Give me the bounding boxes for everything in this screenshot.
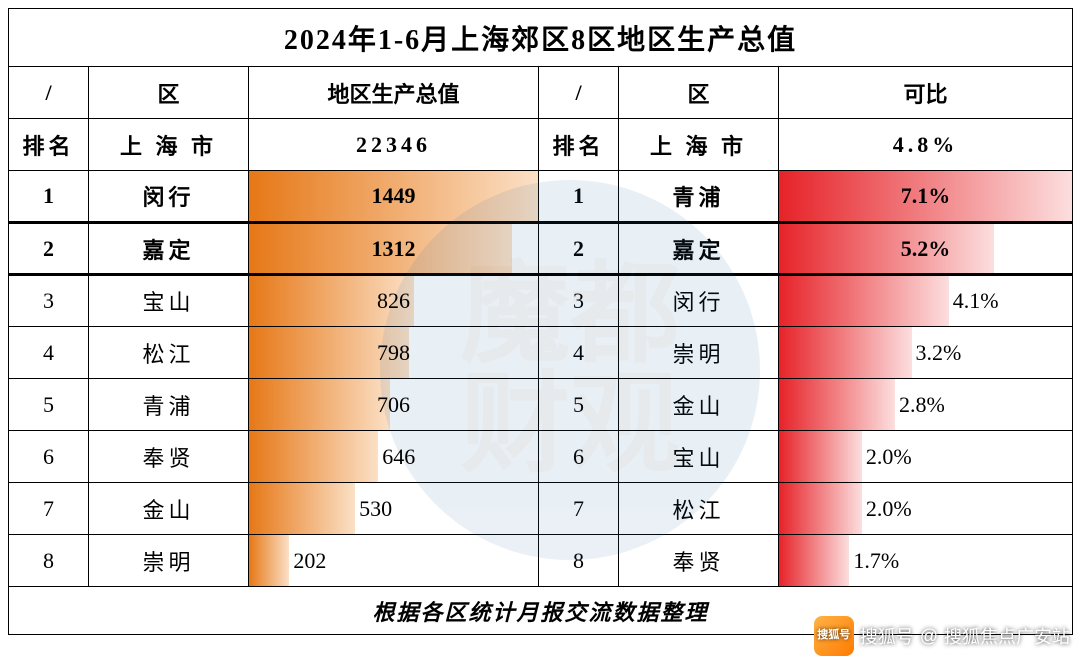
district-cell: 青浦 xyxy=(619,171,779,223)
rank-cell: 8 xyxy=(9,535,89,587)
bar-cell: 4.1% xyxy=(779,275,1073,327)
table-title: 2024年1-6月上海郊区8区地区生产总值 xyxy=(9,9,1073,67)
district-cell: 宝山 xyxy=(89,275,249,327)
source-credit: 搜狐号 搜狐号 @ 搜狐焦点广安站 xyxy=(814,616,1070,656)
subhdr-rank-2: 排名 xyxy=(539,119,619,171)
district-cell: 青浦 xyxy=(89,379,249,431)
bar-cell: 1449 xyxy=(249,171,539,223)
bar-cell: 530 xyxy=(249,483,539,535)
rank-cell: 4 xyxy=(539,327,619,379)
bar-value: 826 xyxy=(249,288,538,314)
district-cell: 松江 xyxy=(619,483,779,535)
hdr-district-2: 区 xyxy=(619,67,779,119)
hdr-district-1: 区 xyxy=(89,67,249,119)
hdr-slash-2: / xyxy=(539,67,619,119)
gdp-table: 2024年1-6月上海郊区8区地区生产总值 / 区 地区生产总值 / 区 可比 … xyxy=(8,8,1073,635)
bar-value: 202 xyxy=(293,548,326,574)
subhdr-city-2: 上 海 市 xyxy=(619,119,779,171)
rank-cell: 7 xyxy=(9,483,89,535)
bar-value: 5.2% xyxy=(779,236,1072,262)
bar-value: 2.0% xyxy=(866,496,912,522)
rank-cell: 7 xyxy=(539,483,619,535)
district-cell: 崇明 xyxy=(89,535,249,587)
bar-cell: 3.2% xyxy=(779,327,1073,379)
bar-cell: 2.0% xyxy=(779,431,1073,483)
district-cell: 宝山 xyxy=(619,431,779,483)
district-cell: 金山 xyxy=(89,483,249,535)
bar-cell: 2.0% xyxy=(779,483,1073,535)
bar-cell: 798 xyxy=(249,327,539,379)
district-cell: 奉贤 xyxy=(89,431,249,483)
bar-cell: 826 xyxy=(249,275,539,327)
bar-value: 1312 xyxy=(249,236,538,262)
rank-cell: 5 xyxy=(539,379,619,431)
credit-account: 搜狐焦点广安站 xyxy=(944,623,1070,649)
rank-cell: 4 xyxy=(9,327,89,379)
bar-cell: 646 xyxy=(249,431,539,483)
district-cell: 闵行 xyxy=(89,171,249,223)
bar-value: 530 xyxy=(359,496,392,522)
district-cell: 崇明 xyxy=(619,327,779,379)
bar-value: 3.2% xyxy=(916,340,962,366)
bar-cell: 706 xyxy=(249,379,539,431)
bar-cell: 7.1% xyxy=(779,171,1073,223)
hdr-slash-1: / xyxy=(9,67,89,119)
hdr-gdp: 地区生产总值 xyxy=(249,67,539,119)
subhdr-city-comp: 4.8% xyxy=(779,119,1073,171)
bar-cell: 202 xyxy=(249,535,539,587)
bar-cell: 1.7% xyxy=(779,535,1073,587)
credit-brand: 搜狐号 xyxy=(860,623,914,649)
rank-cell: 8 xyxy=(539,535,619,587)
bar-value: 2.8% xyxy=(899,392,945,418)
bar-value: 7.1% xyxy=(779,183,1072,209)
bar-value: 706 xyxy=(249,392,538,418)
district-cell: 奉贤 xyxy=(619,535,779,587)
rank-cell: 3 xyxy=(9,275,89,327)
district-cell: 闵行 xyxy=(619,275,779,327)
bar-value: 2.0% xyxy=(866,444,912,470)
subhdr-city-gdp: 22346 xyxy=(249,119,539,171)
credit-sep: @ xyxy=(920,626,938,647)
district-cell: 嘉定 xyxy=(89,223,249,275)
rank-cell: 2 xyxy=(9,223,89,275)
bar-value: 646 xyxy=(382,444,415,470)
district-cell: 金山 xyxy=(619,379,779,431)
hdr-comp: 可比 xyxy=(779,67,1073,119)
bar-value: 4.1% xyxy=(953,288,999,314)
bar-cell: 5.2% xyxy=(779,223,1073,275)
district-cell: 嘉定 xyxy=(619,223,779,275)
bar-value: 1.7% xyxy=(853,548,899,574)
rank-cell: 6 xyxy=(539,431,619,483)
bar-value: 798 xyxy=(249,340,538,366)
bar-cell: 1312 xyxy=(249,223,539,275)
rank-cell: 2 xyxy=(539,223,619,275)
rank-cell: 1 xyxy=(539,171,619,223)
rank-cell: 1 xyxy=(9,171,89,223)
subhdr-city-1: 上 海 市 xyxy=(89,119,249,171)
bar-value: 1449 xyxy=(249,183,538,209)
district-cell: 松江 xyxy=(89,327,249,379)
rank-cell: 5 xyxy=(9,379,89,431)
rank-cell: 3 xyxy=(539,275,619,327)
sohu-logo: 搜狐号 xyxy=(814,616,854,656)
rank-cell: 6 xyxy=(9,431,89,483)
subhdr-rank-1: 排名 xyxy=(9,119,89,171)
bar-cell: 2.8% xyxy=(779,379,1073,431)
